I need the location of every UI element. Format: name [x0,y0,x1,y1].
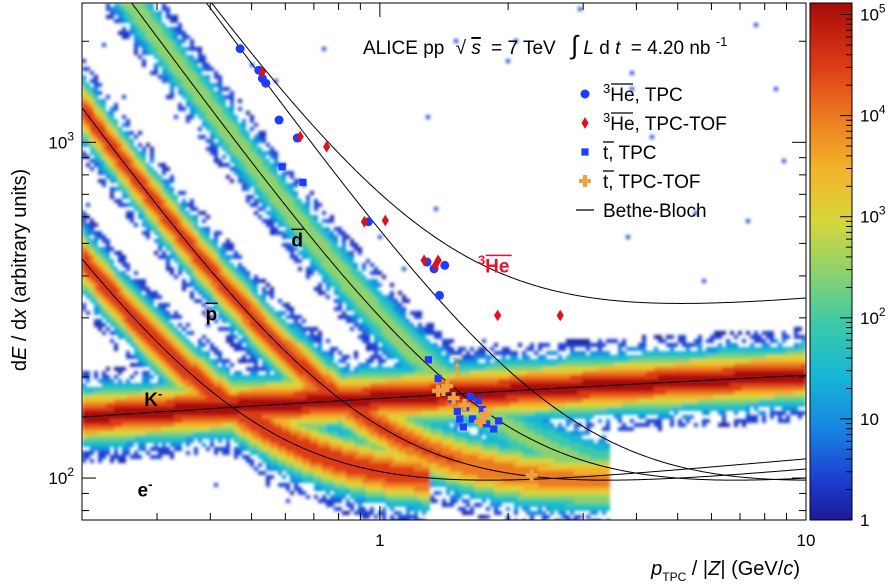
bethe-bloch-curve [211,3,806,304]
data-point [235,44,245,54]
data-point [434,290,444,300]
legend-marker [581,117,589,129]
data-point [447,392,460,405]
data-point [258,66,266,78]
band-labels: e- K-p d 3He t [138,228,512,502]
colorbar-gradient [809,2,853,521]
legend-entry: 3He, TPC [580,81,683,106]
colorbar-tick-label: 10 [860,410,879,429]
legend-label: Bethe-Bloch [603,201,707,222]
heatmap-cells [82,3,806,520]
special-label-t: t [454,360,461,381]
legend-label: 3He, TPC [603,81,683,106]
data-point [556,309,564,322]
bethe-bloch-curve [82,107,806,481]
legend-entry: t, TPC-TOF [579,170,700,193]
colorbar: 1 10 102 103 104 105 [809,2,886,530]
band-label-e: e- [138,477,153,502]
data-point [474,415,487,428]
plot-frame [81,2,807,521]
data-point [490,425,498,433]
data-point [440,260,450,270]
data-point [466,392,474,401]
series-circle [235,44,450,300]
legend: 3He, TPC 3He, TPC-TOF t, TPC t, TPC-TOF Beth… [576,81,727,222]
x-axis-label: pTPC / |Z| (GeV/c) [650,558,800,584]
data-markers [235,44,564,482]
data-point [274,115,284,125]
data-point [261,78,271,88]
legend-label: t, TPC [603,143,657,164]
data-point [296,130,304,143]
data-point [468,415,477,423]
axes-frame: 1 10 102 103 [48,2,816,550]
legend-marker [579,175,591,187]
band-label-p: p [206,304,218,325]
data-point [434,374,442,383]
data-point [458,399,471,412]
colorbar-tick-label: 1 [860,511,869,530]
legend-entry: Bethe-Bloch [576,201,707,222]
colorbar-tick-label: 102 [860,305,886,328]
data-point [434,254,442,267]
data-point [381,214,389,227]
band-label-d: d [291,230,303,251]
y-tick-label: 103 [48,129,74,152]
data-point [478,405,486,414]
data-point [453,407,461,415]
data-point [323,140,331,153]
bethe-bloch-curve [131,3,806,481]
y-tick-label: 102 [48,465,74,488]
special-label-he3: 3He [478,252,510,277]
legend-entry: 3He, TPC-TOF [581,110,727,135]
legend-label: t, TPC-TOF [603,172,700,193]
data-point [420,254,428,267]
y-axis-label: dE / dx (arbitrary units) [9,169,31,371]
legend-marker [580,89,590,99]
data-point [474,397,482,405]
data-point [494,309,502,322]
heatmap [82,3,806,520]
data-point [441,380,454,393]
x-tick-label: 1 [375,531,384,550]
data-point [495,417,503,425]
data-point [299,178,307,186]
data-point [278,163,286,171]
chart-title: ALICE pp √ s = 7 TeV ∫ L d t = 4.20 nb -… [363,30,727,60]
series-diamond [258,66,564,322]
x-tick-label: 10 [797,531,816,550]
data-point [525,469,538,482]
legend-marker [581,148,589,156]
data-point [424,356,433,364]
series-cross [432,380,538,482]
band-label-K: K- [144,386,162,411]
legend-label: 3He, TPC-TOF [603,110,727,135]
data-point [360,215,369,228]
data-point [459,423,467,431]
bethe-bloch-curve [82,258,806,481]
colorbar-tick-label: 103 [860,204,886,227]
colorbar-tick-label: 104 [860,103,886,126]
bethe-bloch-curve [205,3,806,481]
legend-entry: t, TPC [581,141,657,164]
data-point [456,415,464,423]
plot-area [82,3,806,520]
data-point [482,420,491,428]
data-point [479,408,492,421]
data-point [437,383,450,396]
colorbar-tick-label: 105 [860,2,886,25]
